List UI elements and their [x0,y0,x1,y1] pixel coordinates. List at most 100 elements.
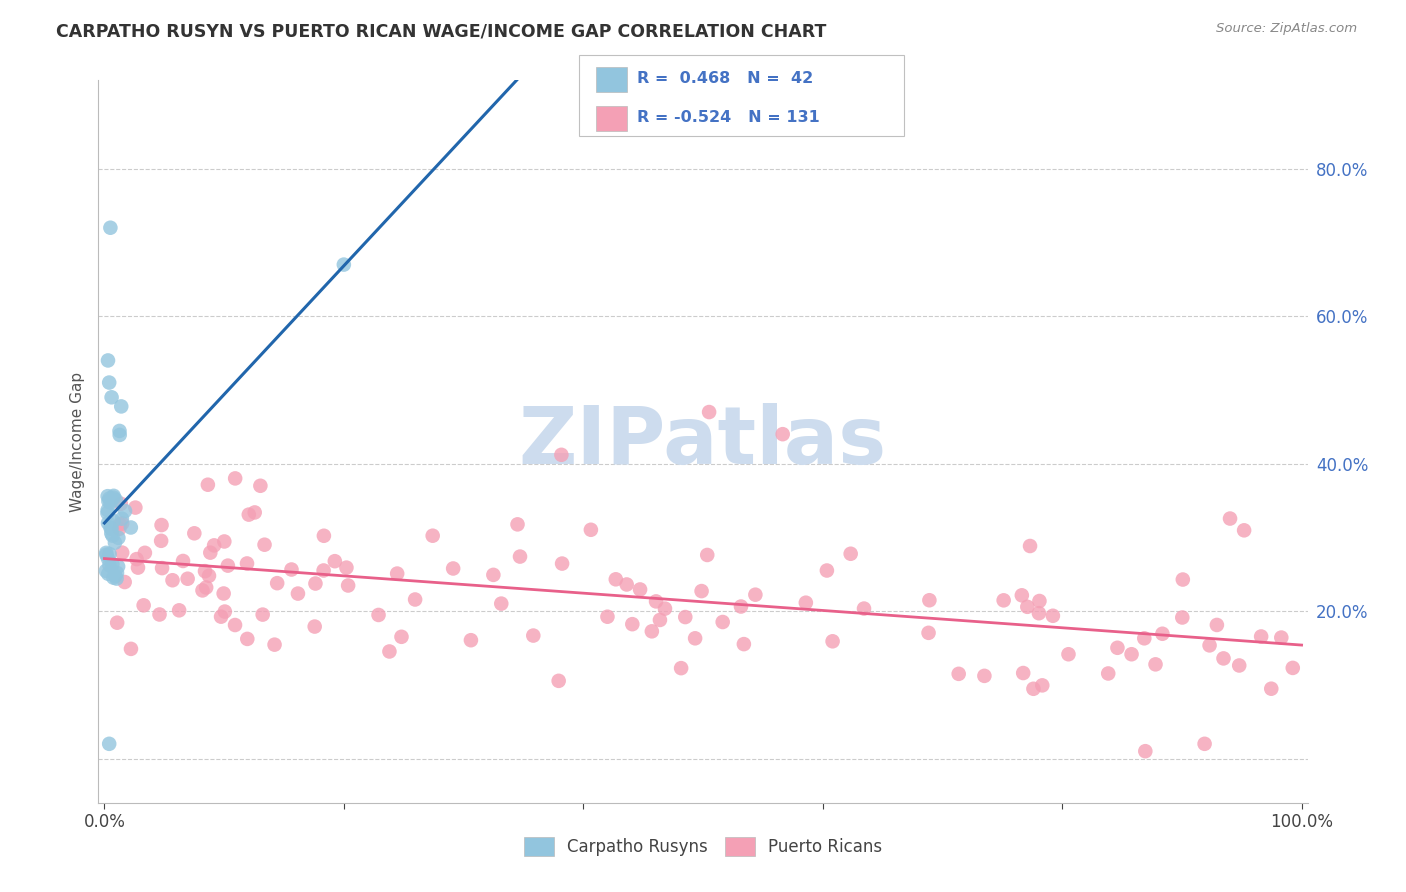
Point [100,526,122,541]
Point [103,571,125,585]
Point [1152,626,1174,640]
Text: R =  0.468   N =  42: R = 0.468 N = 42 [637,70,813,86]
Point [107,559,129,574]
Point [127,560,149,574]
Point [1012,666,1035,681]
Point [200,546,222,560]
Point [249,479,271,493]
Point [110,400,132,414]
Point [100,390,122,404]
Point [645,594,668,608]
Point [696,548,718,562]
Point [304,576,326,591]
Point [98,547,121,561]
Point [422,529,444,543]
Point [252,607,274,622]
Point [1121,647,1143,661]
Point [104,493,127,508]
Point [96,548,118,562]
Text: ZIPatlas: ZIPatlas [519,402,887,481]
Point [214,605,236,619]
Point [648,613,671,627]
Point [148,607,170,622]
Point [547,673,569,688]
Point [1233,524,1256,538]
Point [918,593,941,607]
Point [172,554,194,568]
Point [1133,632,1156,646]
Point [104,535,127,549]
Point [100,220,122,235]
Point [150,561,173,575]
Point [1281,661,1303,675]
Point [108,424,131,438]
Point [1260,681,1282,696]
Point [103,514,125,528]
Point [973,669,995,683]
Point [103,491,125,505]
Point [378,644,401,658]
Point [110,497,132,511]
Point [794,596,817,610]
Point [441,561,464,575]
Point [150,533,173,548]
Point [111,546,134,560]
Point [212,586,235,600]
Point [134,546,156,560]
Point [114,504,136,518]
Point [853,601,876,615]
Point [105,615,128,630]
Point [120,641,142,656]
Point [195,581,218,595]
Point [744,588,766,602]
Point [1042,608,1064,623]
Point [1212,651,1234,665]
Point [579,523,602,537]
Point [1171,610,1194,624]
Point [176,572,198,586]
Point [253,538,276,552]
Point [1227,658,1250,673]
Text: CARPATHO RUSYN VS PUERTO RICAN WAGE/INCOME GAP CORRELATION CHART: CARPATHO RUSYN VS PUERTO RICAN WAGE/INCO… [56,22,827,40]
Point [214,534,236,549]
Point [690,584,713,599]
Point [917,625,939,640]
Point [108,522,131,536]
Point [1028,606,1050,620]
Point [108,428,131,442]
Point [96,546,118,560]
Point [948,666,970,681]
Point [815,564,838,578]
Point [1206,618,1229,632]
Point [243,505,266,519]
Point [224,471,246,485]
Point [304,619,326,633]
Point [167,603,190,617]
Point [198,568,221,582]
Point [97,489,120,503]
Point [551,557,574,571]
Point [821,634,844,648]
Point [105,572,128,586]
Point [772,427,794,442]
Point [97,551,120,566]
Point [238,508,260,522]
Y-axis label: Wage/Income Gap: Wage/Income Gap [70,371,86,512]
Point [1028,594,1050,608]
Point [733,637,755,651]
Point [312,529,335,543]
Point [1270,631,1292,645]
Point [1144,657,1167,672]
Point [124,500,146,515]
Point [1171,573,1194,587]
Point [101,528,124,542]
Point [132,599,155,613]
Point [654,601,676,615]
Point [616,577,638,591]
Point [94,564,117,578]
Point [391,630,413,644]
Point [669,661,692,675]
Point [628,582,651,597]
Point [105,566,128,580]
Point [97,353,120,368]
